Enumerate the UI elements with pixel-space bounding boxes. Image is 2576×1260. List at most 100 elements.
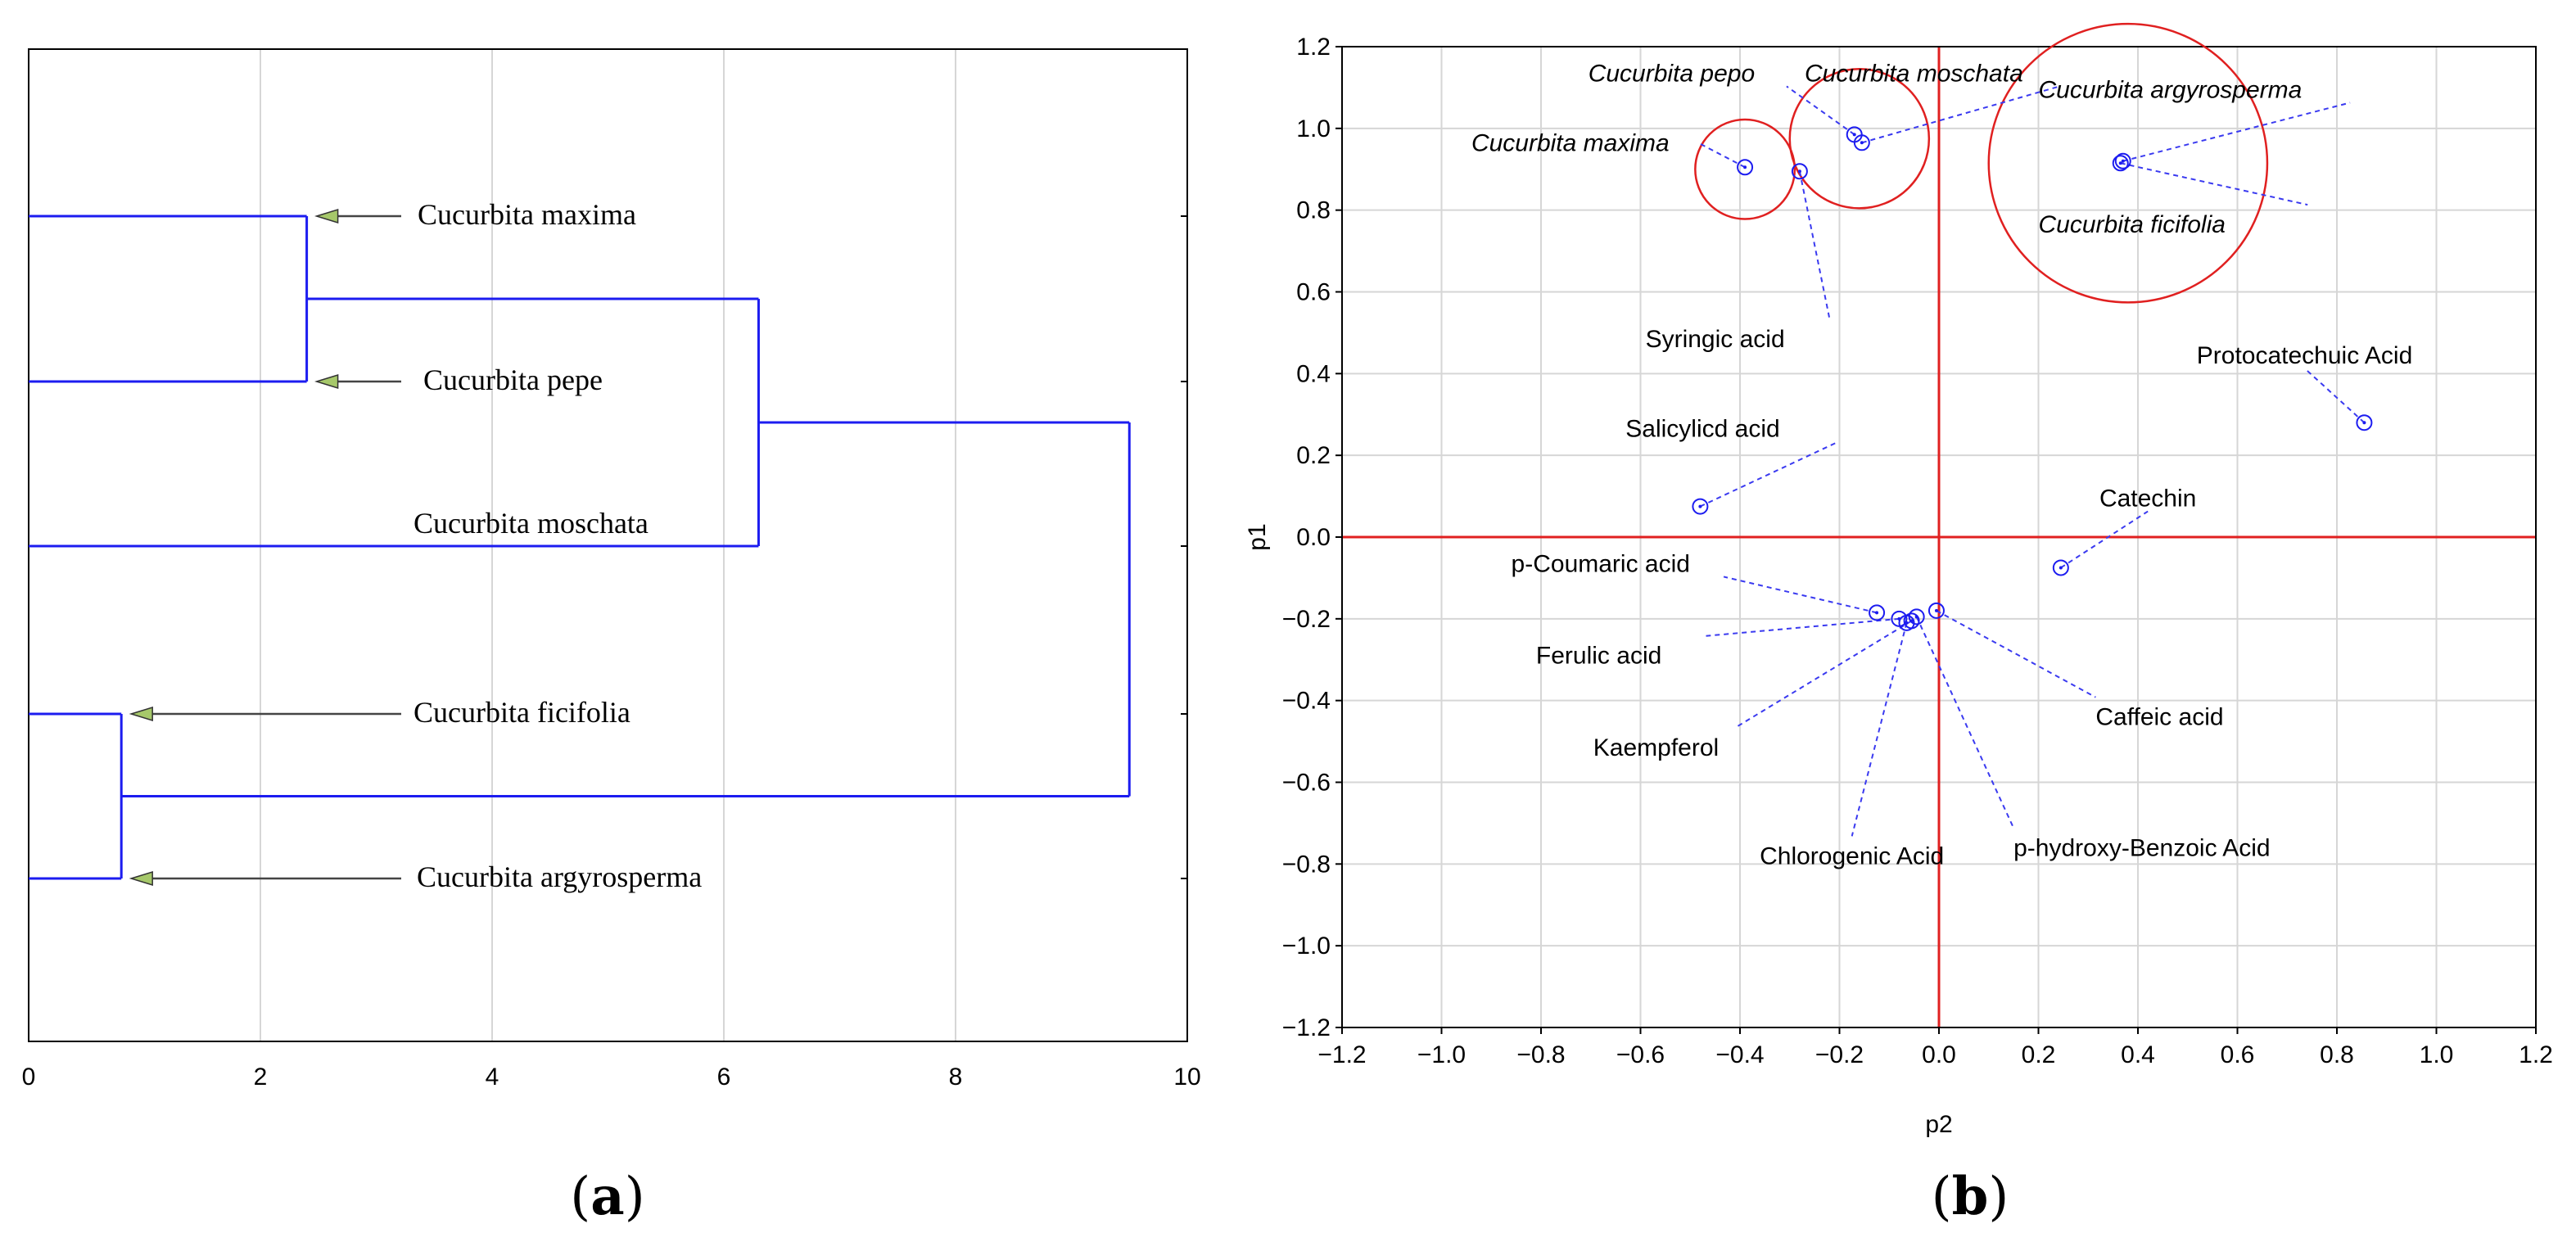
data-point (2114, 152, 2131, 169)
data-point (1692, 498, 1709, 515)
scatter-points (1692, 126, 2373, 631)
data-point-center (1698, 504, 1702, 508)
y-tick-label: 1.2 (1296, 34, 1331, 61)
point-leader-line (2120, 162, 2308, 206)
leaf-arrowhead (129, 706, 153, 722)
data-point (2052, 559, 2069, 576)
data-point (1869, 604, 1886, 621)
point-label: Cucurbita moschata (1805, 60, 2023, 87)
y-tick-label: 0.0 (1296, 524, 1331, 551)
data-point-center (2121, 159, 2125, 163)
point-label: Cucurbita pepo (1589, 60, 1755, 87)
x-tick-label: −0.2 (1815, 1041, 1864, 1068)
scatter-x-axis-label: p2 (1925, 1111, 1952, 1138)
point-leader-line (1699, 440, 1839, 508)
x-tick-label: 1.2 (2519, 1041, 2553, 1068)
panel-label-b: (b) (1932, 1166, 2009, 1227)
point-label: Chlorogenic Acid (1760, 842, 1944, 869)
data-point-center (1797, 169, 1801, 174)
cluster-highlight-circle (1694, 118, 1796, 220)
point-leader-line (1723, 576, 1878, 614)
panel-label-letter: a (590, 1166, 624, 1227)
panel-label-paren: ( (1932, 1167, 1952, 1227)
data-point-center (1875, 611, 1879, 615)
x-tick-label: −0.4 (1715, 1041, 1764, 1068)
point-label: Protocatechuic Acid (2197, 342, 2412, 369)
point-label: p-Coumaric acid (1512, 550, 1690, 577)
data-point-center (1934, 608, 1938, 612)
data-point-center (1860, 141, 1864, 145)
data-point-center (1914, 615, 1918, 619)
x-tick-label: 2 (254, 1064, 268, 1091)
scatter-point-labels: Cucurbita pepo Cucurbita moschata Cucurbit… (1471, 60, 2412, 869)
x-tick-label: −0.6 (1616, 1041, 1665, 1068)
x-tick-label: 10 (1173, 1064, 1200, 1091)
data-point (1853, 134, 1870, 151)
y-tick-label: −0.8 (1282, 851, 1331, 878)
x-tick-label: 0.4 (2121, 1041, 2155, 1068)
panel-label-paren: ) (625, 1167, 645, 1227)
data-point-center (2059, 566, 2063, 570)
point-leader-line (1851, 622, 1908, 837)
point-label: Catechin (2099, 485, 2196, 513)
x-tick-label: 0.2 (2022, 1041, 2056, 1068)
data-point-center (1905, 621, 1909, 625)
panel-label-paren: ) (1988, 1167, 2009, 1227)
data-point-center (1743, 165, 1747, 169)
point-label: Salicylicd acid (1625, 416, 1779, 443)
data-point (1927, 602, 1945, 619)
y-tick-label: −1.0 (1282, 933, 1331, 960)
scatter-panel: −1.2 −1.0 −0.8 −0.6 −0.4 −0.2 0.0 0.2 0.4 0.6 0.8 1… (1244, 22, 2553, 1227)
dendrogram-branches (29, 215, 1131, 880)
data-point-center (2362, 421, 2366, 425)
point-leader-line (1915, 616, 2015, 829)
x-tick-label: 0.0 (1922, 1041, 1956, 1068)
panel-label-a: (a) (570, 1166, 644, 1227)
leaf-arrowhead (314, 373, 339, 390)
x-tick-label: 0.6 (2221, 1041, 2255, 1068)
leaf-label: Cucurbita pepe (423, 364, 603, 396)
point-leader-line (2122, 102, 2351, 162)
leaf-label: Cucurbita maxima (418, 198, 636, 231)
leaf-arrowhead (314, 208, 339, 224)
point-label: Kaempferol (1593, 734, 1719, 761)
cluster-highlight-circle (1788, 68, 1931, 210)
x-tick-label: −1.2 (1317, 1041, 1366, 1068)
point-leader-line (2060, 510, 2149, 569)
y-tick-label: 0.6 (1296, 279, 1331, 306)
data-point (1737, 159, 1754, 176)
point-label: p-hydroxy-Benzoic Acid (2013, 834, 2270, 861)
y-tick-label: 1.0 (1296, 115, 1331, 142)
x-tick-label: 6 (717, 1064, 731, 1091)
point-leader-line (1706, 617, 1900, 637)
scatter-highlight-circles (1694, 22, 2269, 304)
y-tick-label: 0.2 (1296, 442, 1331, 469)
data-point (1791, 163, 1808, 180)
x-tick-label: −1.0 (1417, 1041, 1466, 1068)
x-tick-label: −0.8 (1516, 1041, 1565, 1068)
point-label: Cucurbita maxima (1471, 129, 1670, 156)
point-label: Syringic acid (1646, 326, 1785, 353)
point-label: Ferulic acid (1536, 643, 1661, 670)
y-tick-label: −1.2 (1282, 1014, 1331, 1041)
point-leader-line (1861, 85, 2060, 144)
x-tick-label: 0 (22, 1064, 36, 1091)
y-tick-label: 0.8 (1296, 197, 1331, 224)
data-point (1908, 608, 1925, 625)
leaf-arrowhead (129, 870, 153, 887)
scatter-leader-lines (1697, 85, 2366, 837)
y-tick-label: −0.4 (1282, 688, 1331, 715)
dendrogram-leaves: Cucurbita maxima Cucurbita pepe Cucurbita … (129, 198, 702, 893)
data-point-center (2118, 161, 2122, 165)
cluster-highlight-circle (1987, 22, 2269, 304)
leaf-label: Cucurbita argyrosperma (417, 860, 702, 893)
point-label: Cucurbita ficifolia (2039, 211, 2226, 238)
leaf-label: Cucurbita ficifolia (414, 696, 630, 729)
x-tick-label: 8 (949, 1064, 963, 1091)
data-point-center (1852, 133, 1856, 137)
y-tick-label: −0.6 (1282, 770, 1331, 797)
point-leader-line (1936, 609, 2096, 698)
point-leader-line (1798, 171, 1831, 320)
point-leader-line (2303, 368, 2366, 423)
